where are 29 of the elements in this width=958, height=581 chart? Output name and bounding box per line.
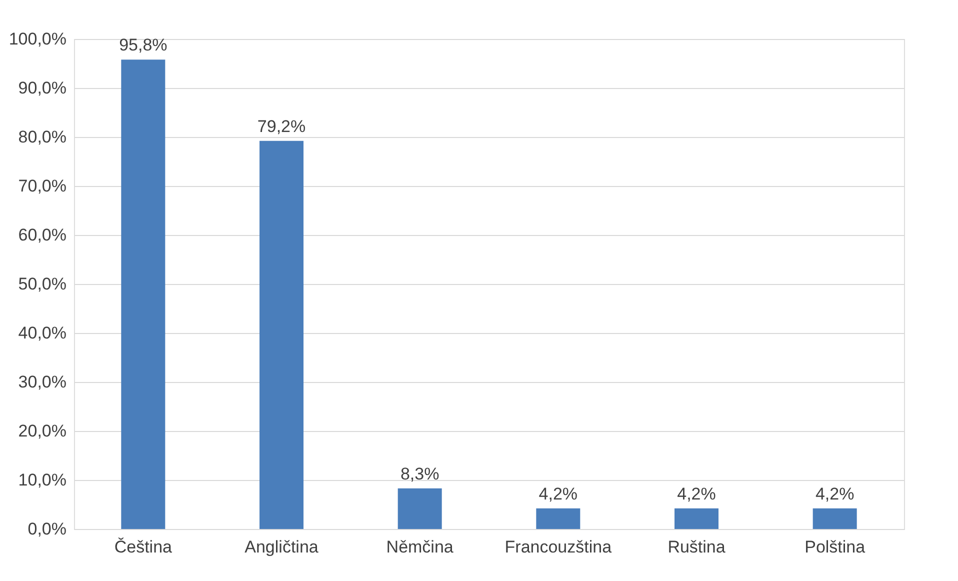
- y-tick-label: 0,0%: [28, 520, 66, 538]
- x-tick-label: Čeština: [114, 538, 173, 556]
- bar: [260, 140, 304, 529]
- y-tick-label: 40,0%: [18, 324, 66, 342]
- data-label: 4,2%: [677, 484, 716, 504]
- bar: [536, 508, 580, 529]
- data-label: 8,3%: [400, 464, 440, 484]
- data-label: 4,2%: [538, 484, 578, 504]
- y-tick-label: 80,0%: [18, 128, 66, 146]
- x-tick-label: Ruština: [668, 538, 726, 556]
- x-tick-label: Němčina: [386, 538, 454, 556]
- x-tick-label: Angličtina: [244, 538, 319, 556]
- y-tick-label: 90,0%: [18, 78, 66, 98]
- y-tick-label: 60,0%: [18, 226, 66, 244]
- y-tick-label: 70,0%: [18, 176, 66, 196]
- x-tick-label: Polština: [804, 538, 866, 556]
- data-label: 95,8%: [119, 36, 168, 55]
- bar: [121, 60, 166, 529]
- data-label: 4,2%: [815, 484, 854, 504]
- bar: [812, 508, 857, 529]
- y-tick-label: 20,0%: [18, 422, 66, 440]
- data-label: 79,2%: [257, 116, 306, 136]
- x-tick-label: Francouzština: [504, 538, 612, 556]
- y-tick-label: 50,0%: [18, 274, 66, 294]
- bar: [674, 508, 718, 529]
- y-tick-label: 30,0%: [18, 372, 66, 392]
- y-tick-label: 10,0%: [18, 470, 66, 490]
- y-tick-label: 100,0%: [8, 30, 66, 48]
- bar: [398, 488, 442, 529]
